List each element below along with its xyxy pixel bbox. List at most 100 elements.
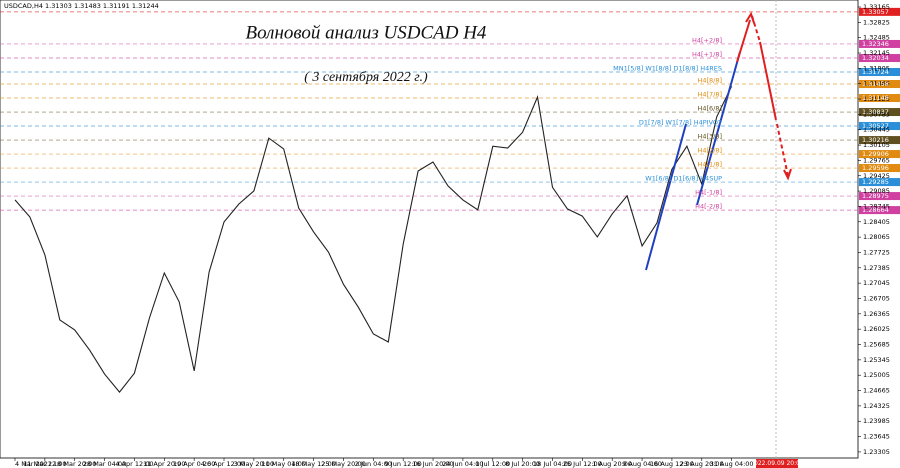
y-tick-label: 1.33165 bbox=[863, 3, 890, 11]
x-tick-label: 4 Mar 2022 bbox=[15, 460, 52, 468]
level-tag-label: 1.31724 bbox=[862, 68, 889, 76]
y-tick-label: 1.28405 bbox=[863, 218, 890, 226]
level-tag bbox=[859, 136, 900, 145]
level-label: H4[-1/8] bbox=[695, 189, 722, 197]
x-tick-label: 18 Mar 20:00 bbox=[53, 460, 96, 468]
y-tick-label: 1.29425 bbox=[863, 172, 890, 180]
x-tick-label: 31 Aug 04:00 bbox=[710, 460, 754, 468]
x-tick-label: 28 Mar 04:00 bbox=[83, 460, 126, 468]
level-tag-label: 1.29596 bbox=[862, 164, 889, 172]
wave-arrows bbox=[645, 11, 792, 271]
y-tick-label: 1.24325 bbox=[863, 402, 890, 410]
x-tick-label: 11 Mar 12:00 bbox=[23, 460, 66, 468]
y-tick-label: 1.32825 bbox=[863, 18, 890, 26]
x-tick-label: 2 Jun 04:00 bbox=[355, 460, 392, 468]
wave-line bbox=[645, 123, 687, 271]
x-tick-label: 25 Jul 12:00 bbox=[563, 460, 602, 468]
x-tick-label: 23 Aug 20:00 bbox=[680, 460, 724, 468]
x-tick-label: 19 Apr 04:00 bbox=[173, 460, 215, 468]
level-label: W1[6/8] D1[6/8] H4SUP bbox=[645, 175, 722, 183]
level-tag bbox=[859, 164, 900, 173]
y-tick-label: 1.23645 bbox=[863, 433, 890, 441]
level-label: D1[7/8] W1[7/8] H4PIVOT bbox=[639, 119, 722, 127]
level-tag-label: 1.29906 bbox=[862, 150, 889, 158]
level-label: H4[+2/8] bbox=[692, 36, 722, 44]
y-tick-label: 1.31805 bbox=[863, 64, 890, 72]
price-line bbox=[14, 85, 733, 393]
level-tag bbox=[859, 7, 900, 16]
level-tag bbox=[859, 108, 900, 117]
y-tick-label: 1.29085 bbox=[863, 187, 890, 195]
y-tick-label: 1.24665 bbox=[863, 387, 890, 395]
level-label: H4[+1/8] bbox=[692, 51, 722, 59]
x-tick-label: 11 Apr 20:00 bbox=[143, 460, 185, 468]
y-tick-label: 1.29765 bbox=[863, 156, 890, 164]
x-tick-label: 11 May 04:00 bbox=[261, 460, 306, 468]
y-tick-label: 1.30785 bbox=[863, 110, 890, 118]
x-tick-label: 4 Apr 12:00 bbox=[115, 460, 153, 468]
y-tick-label: 1.32485 bbox=[863, 34, 890, 42]
x-tick-label: 9 Jun 12:00 bbox=[385, 460, 422, 468]
x-tick-label: 26 Apr 12:00 bbox=[203, 460, 245, 468]
level-label: H4[6/8] bbox=[697, 105, 722, 113]
forecast-line bbox=[751, 15, 761, 43]
y-tick-label: 1.23305 bbox=[863, 448, 890, 456]
level-tag bbox=[859, 206, 900, 215]
level-tag bbox=[859, 54, 900, 63]
wave-line bbox=[696, 51, 741, 206]
level-label: H4[2/8] bbox=[697, 147, 722, 155]
y-tick-label: 1.28065 bbox=[863, 233, 890, 241]
y-tick-label: 1.30445 bbox=[863, 126, 890, 134]
x-tick-label: 25 May 20:00 bbox=[321, 460, 366, 468]
level-tag bbox=[859, 150, 900, 159]
forecast-line bbox=[759, 41, 777, 121]
x-tick-label: 3 May 20:00 bbox=[234, 460, 274, 468]
y-tick-label: 1.23985 bbox=[863, 417, 890, 425]
chart-subtitle: ( 3 сентября 2022 г.) bbox=[304, 70, 428, 85]
x-tick-label: 16 Aug 12:00 bbox=[650, 460, 694, 468]
x-tick-label: 9 Aug 04:00 bbox=[622, 460, 662, 468]
y-tick-label: 1.25345 bbox=[863, 356, 890, 364]
time-marker-box bbox=[756, 459, 798, 468]
y-tick-label: 1.31125 bbox=[863, 95, 890, 103]
level-label: H4[3/8] bbox=[697, 133, 722, 141]
level-label: H4[1/8] bbox=[697, 161, 722, 169]
level-tag-label: 1.30527 bbox=[862, 122, 889, 130]
level-tag-label: 1.33057 bbox=[862, 8, 889, 16]
x-tick-label: 8 Jul 20:00 bbox=[505, 460, 540, 468]
time-marker-label: 2022.09.09 20:00 bbox=[750, 460, 804, 467]
level-tag-label: 1.30837 bbox=[862, 108, 889, 116]
level-tag bbox=[859, 39, 900, 48]
level-tag-label: 1.31148 bbox=[862, 94, 889, 102]
y-tick-label: 1.28745 bbox=[863, 202, 890, 210]
y-tick-label: 1.32145 bbox=[863, 49, 890, 57]
chart-header: USDCAD,H4 1.31303 1.31483 1.31191 1.3124… bbox=[4, 2, 159, 10]
y-tick-label: 1.31465 bbox=[863, 80, 890, 88]
x-tick-label: 1 Aug 20:00 bbox=[592, 460, 632, 468]
level-tag-label: 1.31458 bbox=[862, 80, 889, 88]
level-tag-label: 1.28975 bbox=[862, 192, 889, 200]
forecast-line bbox=[736, 19, 751, 63]
level-tag-label: 1.30216 bbox=[862, 136, 889, 144]
y-tick-label: 1.27385 bbox=[863, 264, 890, 272]
level-tag bbox=[859, 94, 900, 103]
y-tick-label: 1.25685 bbox=[863, 341, 890, 349]
level-tag-label: 1.28664 bbox=[862, 206, 889, 214]
x-tick-label: 1 Jul 12:00 bbox=[475, 460, 510, 468]
y-tick-label: 1.25005 bbox=[863, 371, 890, 379]
level-tag-label: 1.29285 bbox=[862, 178, 889, 186]
level-label: H4[-2/8] bbox=[695, 203, 722, 211]
level-tag bbox=[859, 178, 900, 187]
y-tick-label: 1.27045 bbox=[863, 279, 890, 287]
arrow-head bbox=[745, 11, 755, 24]
level-tag bbox=[859, 80, 900, 89]
level-tag bbox=[859, 68, 900, 77]
arrow-head bbox=[783, 168, 792, 181]
y-tick-label: 1.26705 bbox=[863, 294, 890, 302]
level-tag-label: 1.32346 bbox=[862, 40, 889, 48]
plot-frame bbox=[0, 0, 859, 459]
x-tick-label: 18 Jul 04:00 bbox=[533, 460, 572, 468]
x-tick-label: 24 Jun 04:00 bbox=[442, 460, 483, 468]
forecast-line bbox=[776, 123, 789, 177]
